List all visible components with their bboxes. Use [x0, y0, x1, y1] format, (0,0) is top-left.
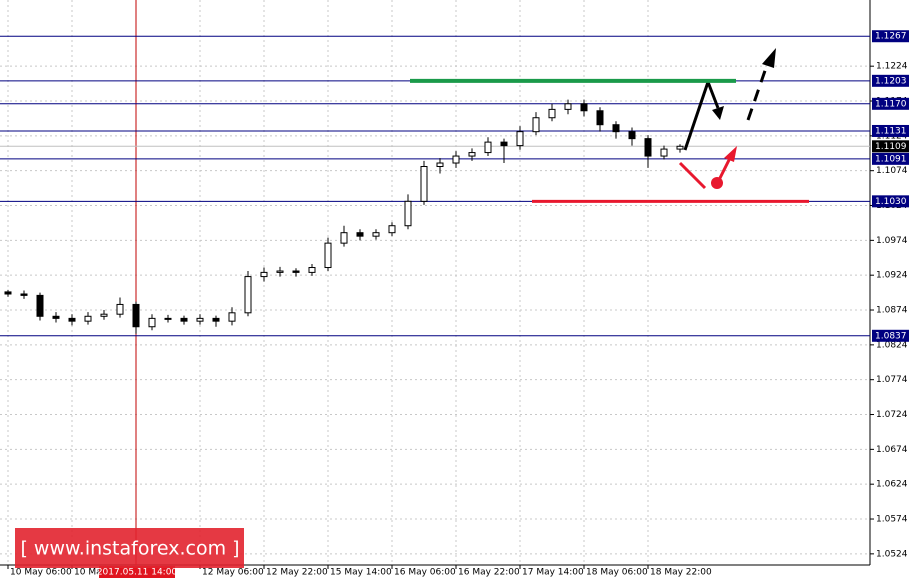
- crosshair-label: 2017.05.11 14:00: [97, 568, 178, 578]
- level-label: 1.1170: [875, 99, 907, 109]
- watermark: [ www.instaforex.com ]: [20, 538, 239, 560]
- y-tick-label: 1.0724: [876, 410, 908, 420]
- y-tick-label: 1.0874: [876, 306, 908, 316]
- candle-body: [532, 117, 540, 133]
- candle-body: [388, 225, 396, 234]
- arrow-up-red: [717, 157, 732, 181]
- candle-body: [308, 267, 316, 273]
- candle-body: [4, 291, 12, 295]
- candle-body: [68, 317, 76, 322]
- level-label: 1.1267: [875, 32, 907, 42]
- current-price-label: 1.1109: [875, 142, 907, 152]
- level-label-box: [872, 124, 909, 137]
- level-label: 1.0837: [875, 331, 907, 341]
- candle-body: [20, 293, 28, 296]
- candle-body: [324, 242, 332, 269]
- y-tick-label: 1.1224: [876, 62, 908, 72]
- y-axis: 1.0524 1.0574 1.0624 1.0674 1.0724 1.0774 1.08…: [870, 30, 909, 559]
- candle-body: [612, 124, 620, 133]
- y-tick-label: 1.1074: [876, 166, 908, 176]
- level-label-box: [872, 195, 909, 208]
- candle-body: [276, 270, 284, 273]
- candle-body: [132, 303, 140, 328]
- watermark-box: [15, 528, 244, 568]
- candle-body: [660, 148, 668, 157]
- candle-body: [644, 138, 652, 157]
- candle-body: [116, 303, 124, 315]
- x-tick-label: 10 May 06:00: [10, 568, 72, 578]
- level-label: 1.1030: [875, 197, 907, 207]
- current-price-box: [872, 140, 909, 153]
- candle-body: [500, 141, 508, 147]
- x-tick-label: 15 May 14:00: [330, 568, 392, 578]
- candles: [4, 99, 684, 334]
- level-label: 1.1203: [875, 76, 907, 86]
- candle-body: [292, 270, 300, 273]
- y-tick-label: 1.0974: [876, 236, 908, 246]
- arrow-down-red: [678, 161, 707, 190]
- candle-body: [436, 162, 444, 168]
- arrow-up: [683, 81, 710, 151]
- candle-body: [244, 276, 252, 314]
- candle-body: [36, 294, 44, 317]
- candle-body: [212, 317, 220, 322]
- y-tick-label: 1.0624: [876, 480, 908, 490]
- candle-body: [52, 315, 60, 319]
- candle-body: [164, 317, 172, 320]
- candle-body: [628, 131, 636, 140]
- candle-body: [196, 317, 204, 322]
- arrow-head: [762, 48, 776, 68]
- candle-body: [676, 145, 684, 150]
- candle-body: [84, 315, 92, 322]
- x-tick-label: 16 May 22:00: [458, 568, 520, 578]
- candle-body: [372, 232, 380, 237]
- candle-body: [420, 166, 428, 202]
- x-tick-label: 18 May 06:00: [586, 568, 648, 578]
- x-tick-label: 16 May 06:00: [394, 568, 456, 578]
- candle-body: [148, 317, 156, 328]
- level-label-box: [872, 152, 909, 165]
- arrow-down: [706, 81, 720, 109]
- y-tick-label: 1.0674: [876, 445, 908, 455]
- candle-body: [452, 155, 460, 164]
- candle-body: [340, 232, 348, 244]
- y-tick-label: 1.0524: [876, 549, 908, 559]
- candle-body: [596, 110, 604, 126]
- candle-body: [580, 103, 588, 112]
- y-tick-label: 1.0774: [876, 375, 908, 385]
- candle-body: [180, 317, 188, 322]
- crosshair-label-box: [99, 566, 175, 578]
- candle-body: [100, 313, 108, 317]
- arrow-head: [712, 106, 724, 120]
- y-tick-label: 1.0574: [876, 515, 908, 525]
- candle-body: [404, 200, 412, 227]
- x-tick-label: 17 May 14:00: [522, 568, 584, 578]
- y-tick-label: 1.0824: [876, 340, 908, 350]
- x-tick-label: 12 May 06:00: [202, 568, 264, 578]
- candle-body: [516, 131, 524, 147]
- candle-body: [484, 141, 492, 154]
- candle-body: [228, 312, 236, 322]
- level-label-box: [872, 74, 909, 87]
- arrow-dashed: [746, 61, 770, 121]
- x-tick-label: 12 May 22:00: [266, 568, 328, 578]
- candle-body: [260, 271, 268, 278]
- candle-body: [356, 232, 364, 237]
- y-tick-label: 1.0924: [876, 271, 908, 281]
- arrow-head: [724, 146, 737, 162]
- candle-body: [548, 108, 556, 119]
- level-label: 1.1091: [875, 154, 907, 164]
- level-label-box: [872, 329, 909, 342]
- annotations: [410, 48, 809, 203]
- level-label-box: [872, 97, 909, 110]
- level-label: 1.1131: [875, 126, 907, 136]
- level-label-box: [872, 30, 909, 43]
- x-tick-label: 18 May 22:00: [650, 568, 712, 578]
- candle-body: [468, 152, 476, 157]
- candle-body: [564, 103, 572, 110]
